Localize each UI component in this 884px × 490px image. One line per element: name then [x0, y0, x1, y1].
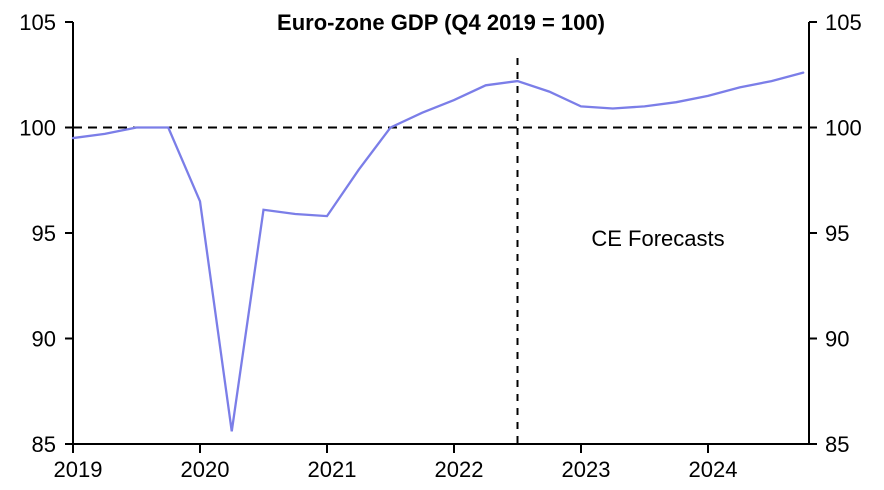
y-axis-tick-label-right: 100 — [825, 116, 862, 141]
y-axis-tick-label-left: 100 — [19, 116, 56, 141]
x-axis-tick-label: 2024 — [689, 457, 738, 482]
y-axis-tick-label-right: 105 — [825, 10, 862, 35]
x-axis-tick-label: 2020 — [181, 457, 230, 482]
y-axis-tick-label-right: 85 — [825, 432, 849, 457]
y-axis-tick-label-left: 95 — [32, 221, 56, 246]
y-axis-tick-label-left: 85 — [32, 432, 56, 457]
axes-layer — [65, 21, 817, 453]
gdp-series-line — [71, 71, 805, 432]
x-axis-tick-label: 2023 — [562, 457, 611, 482]
series-layer — [71, 71, 805, 432]
y-axis-tick-label-left: 105 — [19, 10, 56, 35]
x-axis-tick-label: 2022 — [435, 457, 484, 482]
y-axis-tick-label-left: 90 — [32, 327, 56, 352]
y-axis-tick-label-right: 95 — [825, 221, 849, 246]
chart-title: Euro-zone GDP (Q4 2019 = 100) — [277, 10, 605, 35]
forecast-annotation-label: CE Forecasts — [591, 226, 724, 251]
x-axis-tick-label: 2021 — [308, 457, 357, 482]
x-axis-tick-label: 2019 — [54, 457, 103, 482]
y-axis-tick-label-right: 90 — [825, 327, 849, 352]
reference-lines-layer — [73, 58, 809, 444]
